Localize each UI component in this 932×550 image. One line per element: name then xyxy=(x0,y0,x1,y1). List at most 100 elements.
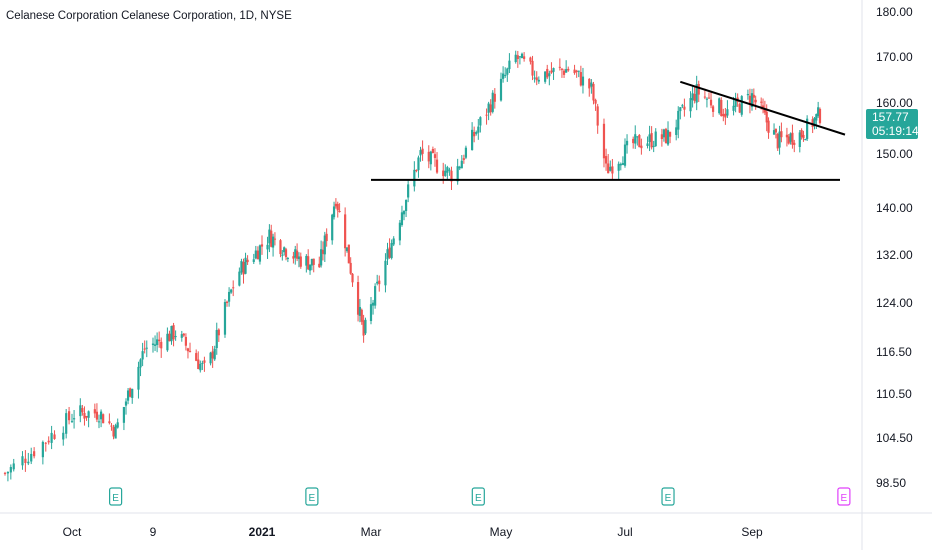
candle-body xyxy=(242,261,245,275)
candle-body xyxy=(421,148,424,154)
candle-body xyxy=(537,79,540,82)
candle-body xyxy=(763,109,766,113)
candle-body xyxy=(533,77,536,79)
candle-body xyxy=(520,53,524,59)
y-tick-label: 110.50 xyxy=(876,387,912,401)
earnings-marker-label: E xyxy=(112,493,119,504)
candle-body xyxy=(473,132,476,137)
candle-body xyxy=(83,412,86,419)
candle-body xyxy=(675,127,678,135)
candle-body xyxy=(351,273,354,283)
candle-body xyxy=(376,281,379,284)
candle-body xyxy=(195,353,198,361)
candle-body xyxy=(460,160,463,169)
resistance-trendline[interactable] xyxy=(680,80,846,136)
y-tick-label: 132.00 xyxy=(876,248,913,262)
candle-body xyxy=(402,211,406,215)
candle-body xyxy=(225,301,229,303)
candle-body xyxy=(153,344,157,346)
candle-body xyxy=(369,304,373,322)
candle-body xyxy=(703,96,706,98)
candle-body xyxy=(296,250,299,259)
candle-body xyxy=(97,421,101,423)
candle-body xyxy=(349,262,352,274)
candle-body xyxy=(27,461,30,464)
candle-body xyxy=(640,145,643,149)
candle-body xyxy=(508,60,511,70)
candle-body xyxy=(691,93,694,101)
candle-body xyxy=(648,134,651,143)
candle-body xyxy=(793,142,796,145)
candle-body xyxy=(238,271,241,286)
candle-body xyxy=(72,418,76,420)
candle-body xyxy=(668,131,672,137)
candle-body xyxy=(186,348,190,352)
candle-body xyxy=(281,254,284,256)
candle-body xyxy=(203,360,206,363)
candle-body xyxy=(738,104,741,113)
candle-body xyxy=(166,333,169,351)
candle-body xyxy=(518,56,522,58)
earnings-marker[interactable] xyxy=(305,487,319,506)
candle-body xyxy=(180,334,183,338)
candle-body xyxy=(602,123,606,159)
candle-body xyxy=(270,230,273,247)
candle-body xyxy=(617,163,620,171)
candle-body xyxy=(594,99,597,104)
candle-body xyxy=(752,94,755,98)
candle-body xyxy=(660,134,663,140)
candle-body xyxy=(338,211,341,213)
y-tick-label: 150.00 xyxy=(876,147,913,161)
candle-body xyxy=(260,244,264,247)
candle-body xyxy=(95,411,99,420)
earnings-marker[interactable] xyxy=(471,487,485,506)
candle-body xyxy=(709,99,713,106)
candle-body xyxy=(450,170,453,182)
candle-body xyxy=(246,259,249,263)
candle-body xyxy=(502,73,505,79)
candle-body xyxy=(50,432,53,443)
candle-body xyxy=(548,73,551,77)
candle-body xyxy=(806,118,809,139)
candle-body xyxy=(446,167,449,173)
candle-body xyxy=(711,106,715,112)
candle-body xyxy=(85,415,88,418)
candle-body xyxy=(323,235,326,255)
candle-body xyxy=(776,133,779,149)
candle-body xyxy=(462,158,465,160)
candle-body xyxy=(609,166,612,171)
candle-body xyxy=(619,163,622,166)
candle-body xyxy=(471,129,474,151)
earnings-marker[interactable] xyxy=(837,487,851,506)
candle-body xyxy=(199,363,202,371)
candle-body xyxy=(607,163,610,174)
candle-body xyxy=(131,388,134,398)
candle-body xyxy=(99,411,103,420)
candle-body xyxy=(145,347,148,349)
y-tick-label: 116.50 xyxy=(876,345,912,359)
earnings-marker[interactable] xyxy=(661,487,675,506)
y-tick-label: 104.50 xyxy=(876,431,913,445)
last-price-label: 157.77 05:19:14 xyxy=(866,109,919,139)
candle-body xyxy=(21,456,24,466)
candle-body xyxy=(748,95,752,105)
candle-body xyxy=(364,319,367,334)
bar-countdown: 05:19:14 xyxy=(872,124,919,138)
candle-body xyxy=(493,93,496,102)
earnings-marker[interactable] xyxy=(109,487,123,506)
candle-body xyxy=(581,76,585,86)
candle-body xyxy=(400,212,404,226)
candle-body xyxy=(308,264,312,271)
candle-body xyxy=(431,149,435,153)
candle-body xyxy=(362,320,365,336)
candle-body xyxy=(746,94,750,96)
candle-body xyxy=(386,249,389,260)
candle-body xyxy=(156,339,159,345)
candle-body xyxy=(67,411,71,421)
candle-body xyxy=(456,166,459,182)
candle-body xyxy=(305,255,308,266)
candle-body xyxy=(347,244,350,264)
candle-body xyxy=(81,408,84,413)
candle-body xyxy=(623,144,627,166)
